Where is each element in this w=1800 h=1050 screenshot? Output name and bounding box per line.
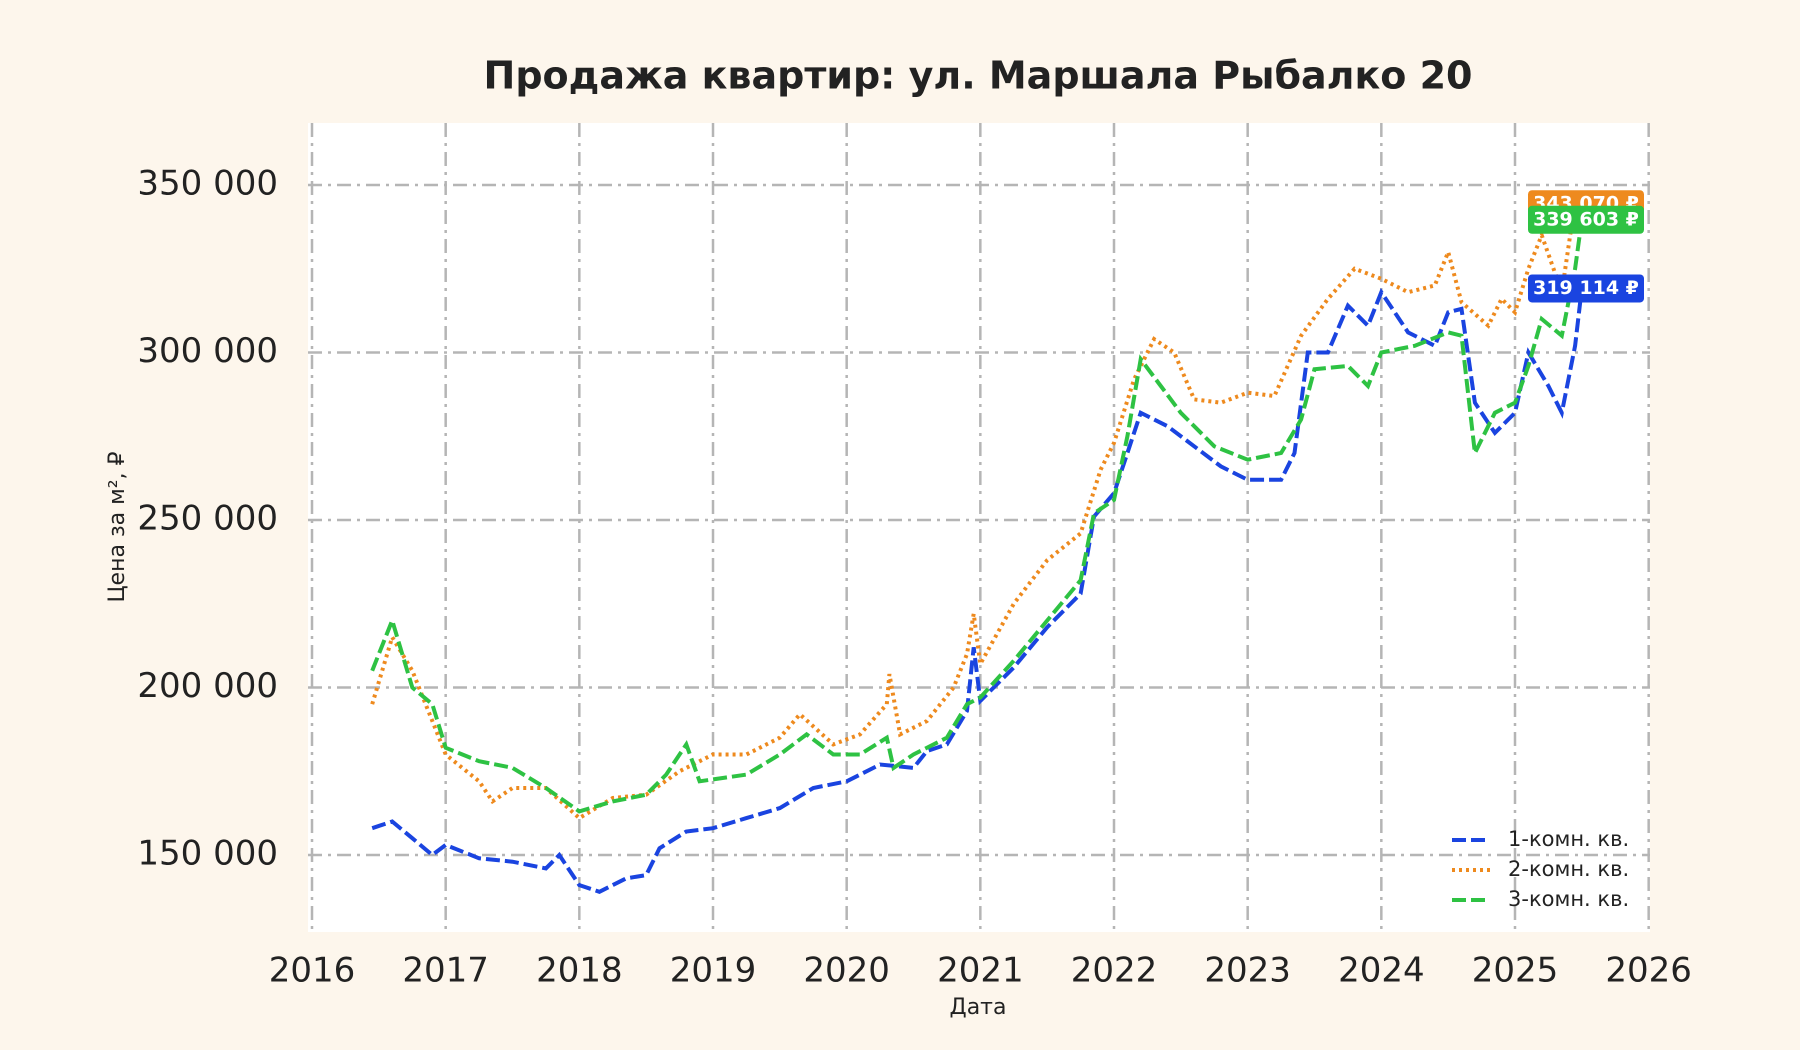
x-tick-label: 2019 [670, 951, 757, 991]
plot-area [308, 123, 1650, 932]
series-line [371, 287, 1584, 894]
x-tick-label: 2016 [269, 951, 356, 991]
end-label: 319 114 ₽ [1528, 274, 1644, 303]
end-label-box [1528, 274, 1644, 303]
end-label: 339 603 ₽ [1528, 205, 1644, 234]
legend-label: 2-комн. кв. [1508, 857, 1629, 881]
end-label-text: 339 603 ₽ [1533, 208, 1639, 230]
y-tick-label: 150 000 [137, 833, 278, 873]
x-tick-label: 2018 [536, 951, 623, 991]
y-tick-label: 200 000 [137, 666, 278, 706]
x-tick-label: 2025 [1472, 951, 1559, 991]
y-tick-label: 350 000 [137, 163, 278, 203]
x-tick-label: 2017 [402, 951, 489, 991]
y-axis-label: Цена за м², ₽ [105, 451, 130, 602]
legend-label: 1-комн. кв. [1508, 827, 1629, 851]
x-tick-label: 2023 [1204, 951, 1291, 991]
y-tick-label: 250 000 [137, 498, 278, 538]
x-axis-label: Дата [950, 995, 1007, 1020]
end-label-text: 319 114 ₽ [1533, 277, 1639, 299]
x-tick-label: 2021 [937, 951, 1024, 991]
x-tick-label: 2026 [1605, 951, 1692, 991]
x-tick-label: 2022 [1071, 951, 1158, 991]
end-label-box [1528, 205, 1644, 234]
y-tick-label: 300 000 [137, 331, 278, 371]
x-tick-label: 2020 [803, 951, 890, 991]
series-line [370, 219, 1584, 814]
legend-label: 3-комн. кв. [1508, 887, 1629, 911]
x-tick-label: 2024 [1338, 951, 1425, 991]
chart-title: Продажа квартир: ул. Маршала Рыбалко 20 [484, 54, 1473, 98]
